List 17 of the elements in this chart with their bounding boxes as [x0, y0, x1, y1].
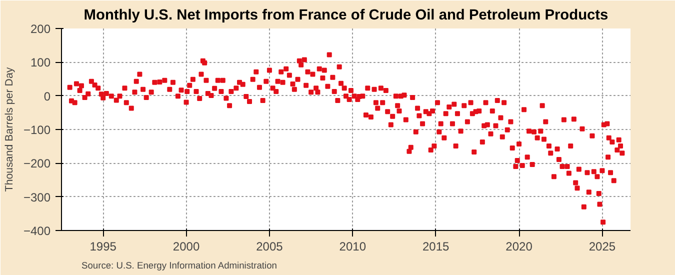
y-tick-label: −400	[23, 224, 51, 238]
y-tick-label: −100	[23, 123, 51, 137]
source-note: Source: U.S. Energy Information Administration	[82, 260, 277, 270]
y-tick-label: −200	[23, 156, 51, 171]
y-axis-title: Thousand Barrels per Day	[3, 66, 16, 192]
y-tick-label: 200	[30, 22, 51, 36]
y-tick-label: 0	[44, 89, 51, 104]
x-tick-label: 2020	[506, 240, 533, 254]
y-tick-label: −300	[23, 190, 51, 204]
x-tick-label: 2005	[256, 240, 284, 254]
chart-title: Monthly U.S. Net Imports from France of Crude Oil and Petroleum Products	[84, 8, 608, 24]
y-tick-label: 100	[30, 56, 51, 70]
x-tick-label: 2015	[422, 240, 450, 254]
x-tick-label: 2010	[339, 240, 366, 254]
x-tick-label: 1995	[90, 240, 117, 254]
x-tick-label: 2025	[588, 240, 616, 254]
x-tick-label: 2000	[172, 240, 200, 254]
